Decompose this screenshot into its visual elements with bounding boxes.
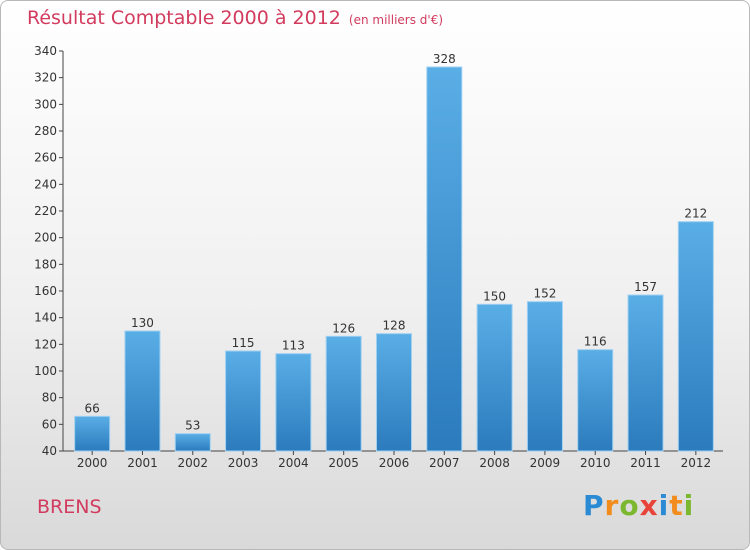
bar-2004 xyxy=(275,353,312,452)
logo-letter: r xyxy=(604,489,620,522)
bar-2012 xyxy=(677,221,714,452)
logo-letter: x xyxy=(639,489,659,522)
y-tick-label: 60 xyxy=(42,417,57,431)
data-label-2002: 53 xyxy=(185,419,200,433)
logo-letter: i xyxy=(683,489,695,522)
data-label-2006: 128 xyxy=(383,319,406,333)
logo-letter: P xyxy=(583,489,605,522)
bar-2009 xyxy=(526,301,563,452)
y-tick-label: 140 xyxy=(34,311,57,325)
bar-2003 xyxy=(225,350,262,452)
logo-letter: o xyxy=(619,489,640,522)
x-tick-label: 2002 xyxy=(177,456,208,470)
data-label-2008: 150 xyxy=(483,289,506,303)
bar-2000 xyxy=(74,415,111,452)
y-tick-label: 240 xyxy=(34,177,57,191)
data-label-2000: 66 xyxy=(85,401,100,415)
bar-2002 xyxy=(174,433,211,452)
proxiti-logo: Proxiti xyxy=(583,489,694,522)
y-tick-label: 80 xyxy=(42,391,57,405)
x-tick-label: 2001 xyxy=(127,456,158,470)
y-tick-label: 280 xyxy=(34,124,57,138)
data-label-2001: 130 xyxy=(131,316,154,330)
x-tick-label: 2009 xyxy=(530,456,561,470)
x-tick-label: 2012 xyxy=(681,456,712,470)
y-tick-label: 260 xyxy=(34,151,57,165)
bar-2008 xyxy=(476,303,513,452)
data-label-2003: 115 xyxy=(232,336,255,350)
data-label-2010: 116 xyxy=(584,335,607,349)
x-tick-label: 2004 xyxy=(278,456,309,470)
bar-2006 xyxy=(376,333,412,452)
data-label-2007: 328 xyxy=(433,52,456,66)
data-label-2004: 113 xyxy=(282,339,305,353)
bar-2010 xyxy=(577,349,614,452)
y-tick-label: 200 xyxy=(34,231,57,245)
bar-2005 xyxy=(325,335,362,452)
y-tick-label: 40 xyxy=(42,444,57,458)
bar-2001 xyxy=(124,330,161,452)
y-tick-label: 320 xyxy=(34,71,57,85)
y-tick-label: 120 xyxy=(34,337,57,351)
y-tick-label: 340 xyxy=(34,44,57,58)
x-tick-label: 2011 xyxy=(630,456,661,470)
y-tick-label: 180 xyxy=(34,257,57,271)
data-label-2009: 152 xyxy=(533,287,556,301)
data-label-2012: 212 xyxy=(684,207,707,221)
data-label-2005: 126 xyxy=(332,321,355,335)
bar-2011 xyxy=(627,294,664,452)
title-text: Résultat Comptable 2000 à 2012 xyxy=(27,7,341,29)
chart-title: Résultat Comptable 2000 à 2012 (en millie… xyxy=(27,7,443,29)
y-tick-label: 100 xyxy=(34,364,57,378)
x-tick-label: 2006 xyxy=(379,456,410,470)
y-tick-label: 160 xyxy=(34,284,57,298)
title-unit: (en milliers d'€) xyxy=(348,13,444,27)
bar-2007 xyxy=(426,66,463,452)
x-tick-label: 2007 xyxy=(429,456,460,470)
y-tick-label: 220 xyxy=(34,204,57,218)
logo-letter: t xyxy=(669,489,684,522)
x-tick-label: 2003 xyxy=(228,456,259,470)
data-label-2011: 157 xyxy=(634,280,657,294)
x-tick-label: 2000 xyxy=(77,456,108,470)
y-tick-label: 300 xyxy=(34,97,57,111)
x-tick-label: 2010 xyxy=(580,456,611,470)
logo-letter: i xyxy=(658,489,670,522)
commune-name: BRENS xyxy=(37,496,102,518)
x-tick-label: 2008 xyxy=(479,456,510,470)
x-tick-label: 2005 xyxy=(328,456,359,470)
